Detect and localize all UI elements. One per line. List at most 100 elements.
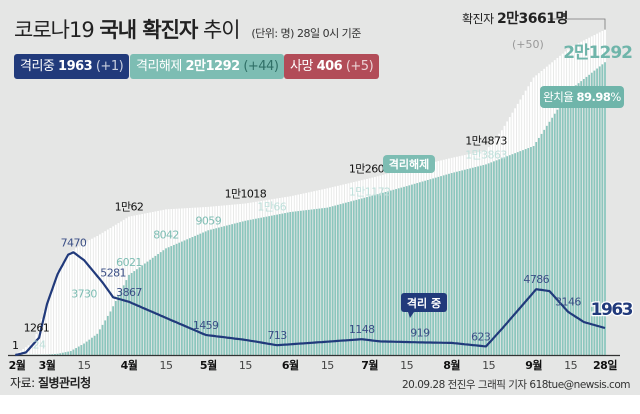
bar-released xyxy=(128,274,130,355)
bar-released xyxy=(273,215,276,355)
bar-released xyxy=(196,234,199,355)
bar-released xyxy=(268,216,271,355)
bar-released xyxy=(77,346,80,355)
bar-confirmed xyxy=(61,263,64,355)
bar-released xyxy=(440,176,442,355)
bar-released xyxy=(403,186,405,355)
x-tick-label: 4월 xyxy=(121,358,138,372)
bar-confirmed xyxy=(69,251,72,355)
bar-released xyxy=(551,117,554,355)
x-tick-label: 7월 xyxy=(361,358,378,372)
data-label: 5281 xyxy=(100,266,126,279)
bar-confirmed xyxy=(93,237,96,355)
bar-released xyxy=(165,248,167,355)
isolated-badge xyxy=(401,293,447,312)
bar-confirmed xyxy=(56,271,59,355)
bar-confirmed xyxy=(35,333,38,355)
bar-released xyxy=(572,87,575,356)
recovery-badge xyxy=(540,86,624,108)
legend-value: 1963 xyxy=(58,59,93,74)
bar-confirmed xyxy=(114,224,117,355)
credit: 20.09.28 전진우 그래픽 기자 618tue@newsis.com xyxy=(402,379,631,391)
bar-released xyxy=(141,265,144,355)
bar-released xyxy=(519,151,522,355)
bar-released xyxy=(585,76,588,355)
bar-released xyxy=(344,202,347,355)
data-label: 6021 xyxy=(116,256,142,269)
bar-released xyxy=(249,219,252,355)
bar-released xyxy=(260,217,263,355)
bar-released xyxy=(136,269,138,355)
bar-confirmed xyxy=(98,234,101,355)
isolated-line xyxy=(15,251,606,357)
bar-released xyxy=(59,353,62,355)
data-label: 1만4873 xyxy=(465,134,507,147)
x-tick-label: 6월 xyxy=(282,358,299,372)
bar-confirmed xyxy=(80,244,83,355)
bar-released xyxy=(535,141,538,355)
bar-released xyxy=(490,162,493,355)
bar-released xyxy=(247,220,249,355)
bar-confirmed xyxy=(106,229,109,355)
bar-confirmed xyxy=(83,242,85,355)
source-label: 자료: xyxy=(10,376,35,390)
bar-released xyxy=(363,197,366,355)
legend-isolated: 격리중 1963 (+1) xyxy=(14,54,130,79)
bar-released xyxy=(241,221,244,355)
bar-released xyxy=(315,208,318,355)
bar-released xyxy=(416,183,419,355)
bar-released xyxy=(292,211,294,355)
bar-released xyxy=(514,153,516,355)
bar-released xyxy=(112,306,115,355)
bar-released xyxy=(326,207,329,355)
bar-released xyxy=(257,218,260,355)
bar-released xyxy=(231,224,234,355)
bar-released xyxy=(109,311,112,355)
bar-released xyxy=(217,227,220,355)
bar-released xyxy=(601,64,604,355)
bar-released xyxy=(445,174,448,355)
legend-delta: (+1) xyxy=(95,59,124,74)
bar-released xyxy=(500,158,503,355)
bar-released xyxy=(456,171,458,355)
bar-released xyxy=(329,206,331,355)
isolated-badge-pointer xyxy=(408,312,414,318)
bar-released xyxy=(527,148,530,355)
bar-released xyxy=(101,324,104,355)
bar-released xyxy=(397,188,400,355)
bar-released xyxy=(64,352,67,355)
legend-delta: (+5) xyxy=(345,59,374,74)
bar-released xyxy=(297,211,300,355)
bar-released xyxy=(400,187,403,355)
bar-released xyxy=(294,211,297,355)
data-label: 1만62 xyxy=(115,201,144,214)
bar-confirmed xyxy=(67,255,70,355)
bar-released xyxy=(323,207,326,355)
bar-released xyxy=(194,235,196,355)
data-label: 1만2602 xyxy=(349,162,391,175)
bar-released xyxy=(545,125,548,355)
x-tick-label: 5월 xyxy=(200,358,217,372)
isolated-end-value: 1963 xyxy=(591,300,633,320)
bar-released xyxy=(474,167,477,355)
bar-released xyxy=(437,176,440,355)
data-label: 1만66 xyxy=(257,201,286,214)
bar-released xyxy=(334,205,337,355)
recovery-rate: 완치율 89.98% xyxy=(543,90,621,104)
bar-released xyxy=(561,101,564,355)
bar-released xyxy=(432,178,435,355)
bars-group xyxy=(14,29,606,356)
bar-released xyxy=(374,194,376,355)
bar-released xyxy=(530,147,532,355)
bar-confirmed xyxy=(46,303,48,355)
bar-released xyxy=(485,164,487,355)
data-label: 8042 xyxy=(153,228,179,241)
bar-released xyxy=(146,261,149,355)
bar-released xyxy=(418,182,421,355)
bar-released xyxy=(56,353,59,355)
bar-released xyxy=(495,160,498,355)
bar-confirmed xyxy=(120,221,122,355)
bar-released xyxy=(508,155,511,355)
bar-released xyxy=(75,348,77,355)
bar-released xyxy=(307,209,310,355)
